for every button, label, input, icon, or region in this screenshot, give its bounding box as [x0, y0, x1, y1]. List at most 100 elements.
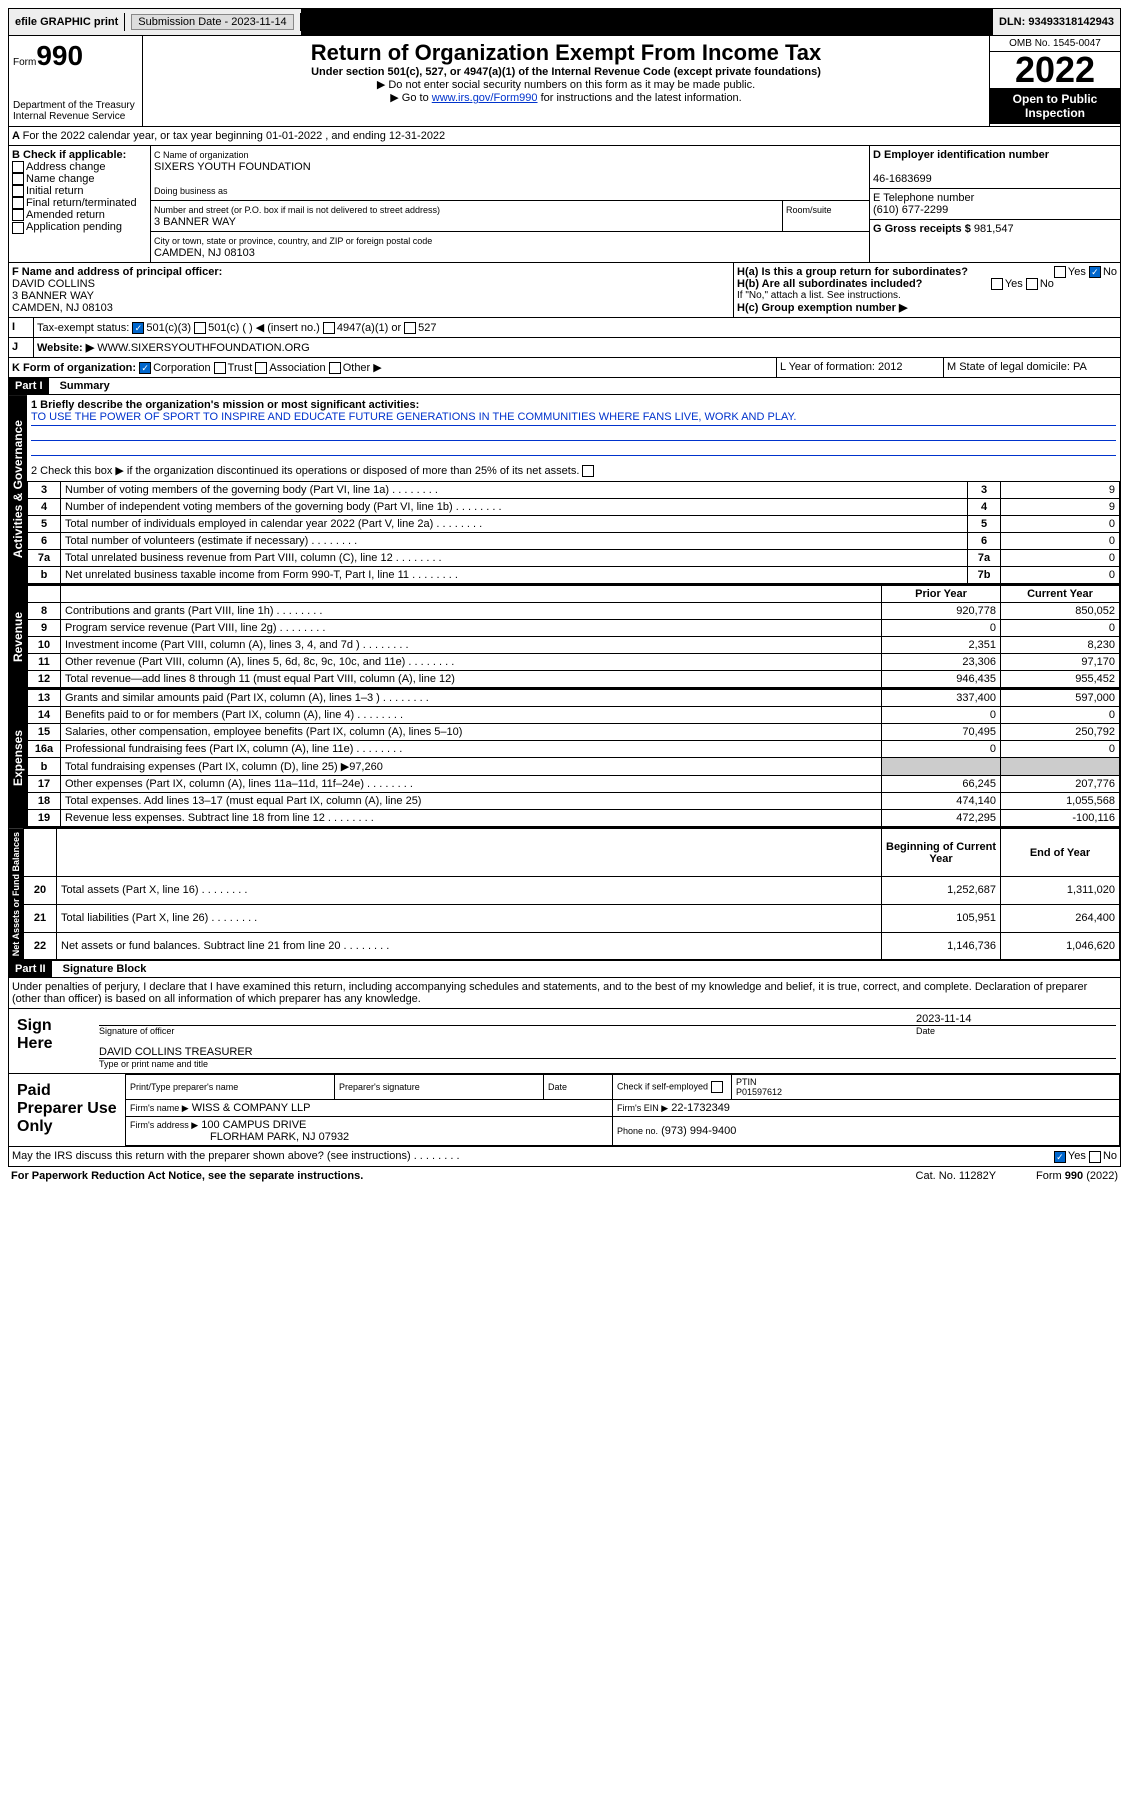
calendar-text: For the 2022 calendar year, or tax year …: [23, 130, 446, 142]
cat-no: Cat. No. 11282Y: [916, 1170, 997, 1182]
chk-corporation[interactable]: [139, 362, 151, 374]
org-name: SIXERS YOUTH FOUNDATION: [154, 161, 311, 173]
hb-note: If "No," attach a list. See instructions…: [737, 290, 1117, 301]
g-label: G Gross receipts $: [873, 223, 971, 235]
street-label: Number and street (or P.O. box if mail i…: [154, 205, 440, 215]
officer-name: DAVID COLLINS TREASURER: [99, 1046, 1116, 1059]
form-note1: ▶ Do not enter social security numbers o…: [147, 78, 985, 91]
chk-irs-no[interactable]: [1089, 1151, 1101, 1163]
footer-row: For Paperwork Reduction Act Notice, see …: [8, 1167, 1121, 1185]
org-form-row: K Form of organization: Corporation Trus…: [8, 358, 1121, 378]
irs-discuss-text: May the IRS discuss this return with the…: [12, 1150, 460, 1162]
website-value: WWW.SIXERSYOUTHFOUNDATION.ORG: [97, 342, 309, 354]
chk-association[interactable]: [255, 362, 267, 374]
tax-exempt-row: I Tax-exempt status: 501(c)(3) 501(c) ( …: [8, 318, 1121, 338]
form-note2: ▶ Go to www.irs.gov/Form990 for instruct…: [147, 91, 985, 104]
street-value: 3 BANNER WAY: [154, 216, 236, 228]
chk-application-pending[interactable]: [12, 222, 24, 234]
i-label: Tax-exempt status:: [37, 322, 129, 334]
chk-hb-no[interactable]: [1026, 278, 1038, 290]
netassets-table: Beginning of Current YearEnd of Year 20T…: [23, 828, 1120, 960]
header-right: OMB No. 1545-0047 2022 Open to Public In…: [989, 36, 1120, 126]
mission-text: TO USE THE POWER OF SPORT TO INSPIRE AND…: [31, 411, 1116, 426]
chk-discontinued[interactable]: [582, 465, 594, 477]
chk-name-change[interactable]: [12, 173, 24, 185]
part-i-label: Part I: [9, 378, 49, 394]
form-footer: Form 990 (2022): [1036, 1170, 1118, 1182]
hc-label: H(c) Group exemption number ▶: [737, 302, 907, 314]
submission-date-button[interactable]: Submission Date - 2023-11-14: [131, 14, 293, 30]
part-ii-label: Part II: [9, 961, 52, 977]
f-label: F Name and address of principal officer:: [12, 266, 222, 278]
part-i-header: Part I Summary: [8, 378, 1121, 395]
chk-amended-return[interactable]: [12, 209, 24, 221]
chk-irs-yes[interactable]: [1054, 1151, 1066, 1163]
chk-initial-return[interactable]: [12, 185, 24, 197]
j-label: Website: ▶: [37, 342, 94, 354]
firm-phone: (973) 994-9400: [661, 1125, 736, 1137]
netassets-block: Net Assets or Fund Balances Beginning of…: [8, 828, 1121, 961]
k-label: K Form of organization:: [12, 362, 136, 374]
form-header: Form990 Department of the Treasury Inter…: [8, 36, 1121, 127]
part-ii-subtitle: Signature Block: [55, 963, 147, 975]
type-name-label: Type or print name and title: [99, 1059, 1116, 1069]
d-label: D Employer identification number: [873, 149, 1049, 161]
efile-label: efile GRAPHIC print: [9, 13, 125, 31]
chk-trust[interactable]: [214, 362, 226, 374]
preparer-table: Print/Type preparer's name Preparer's si…: [125, 1074, 1120, 1146]
sign-here-label: Sign Here: [9, 1009, 95, 1073]
gross-value: 981,547: [974, 223, 1014, 235]
form-title: Return of Organization Exempt From Incom…: [147, 40, 985, 66]
m-label: M State of legal domicile: PA: [944, 358, 1120, 377]
form-label-cell: Form990 Department of the Treasury Inter…: [9, 36, 143, 126]
identity-block: B Check if applicable: Address change Na…: [8, 146, 1121, 263]
chk-hb-yes[interactable]: [991, 278, 1003, 290]
hb-label: H(b) Are all subordinates included?: [737, 278, 922, 290]
chk-501c[interactable]: [194, 322, 206, 334]
c-label: C Name of organization: [154, 150, 249, 160]
line2-text: 2 Check this box ▶ if the organization d…: [31, 465, 579, 477]
form-word: Form: [13, 57, 36, 68]
firm-addr: 100 CAMPUS DRIVE: [201, 1119, 306, 1131]
part-ii-header: Part II Signature Block: [8, 961, 1121, 978]
header-center: Return of Organization Exempt From Incom…: [143, 36, 989, 126]
paid-preparer-label: Paid Preparer Use Only: [9, 1074, 125, 1146]
chk-ha-yes[interactable]: [1054, 266, 1066, 278]
section-expenses-label: Expenses: [9, 689, 27, 827]
topbar-spacer: [301, 9, 993, 35]
chk-ha-no[interactable]: [1089, 266, 1101, 278]
chk-final-return[interactable]: [12, 197, 24, 209]
paid-preparer-block: Paid Preparer Use Only Print/Type prepar…: [8, 1074, 1121, 1147]
dba-label: Doing business as: [154, 186, 228, 196]
paperwork-notice: For Paperwork Reduction Act Notice, see …: [11, 1170, 363, 1182]
sig-date: 2023-11-14: [916, 1013, 1116, 1026]
chk-4947[interactable]: [323, 322, 335, 334]
form-subtitle: Under section 501(c), 527, or 4947(a)(1)…: [147, 66, 985, 78]
row-calendar-year: A For the 2022 calendar year, or tax yea…: [8, 127, 1121, 146]
sig-officer-label: Signature of officer: [99, 1026, 916, 1036]
chk-501c3[interactable]: [132, 322, 144, 334]
chk-other[interactable]: [329, 362, 341, 374]
section-revenue-label: Revenue: [9, 585, 27, 688]
firm-name: WISS & COMPANY LLP: [192, 1102, 311, 1114]
part-i-subtitle: Summary: [52, 380, 110, 392]
chk-address-change[interactable]: [12, 161, 24, 173]
chk-self-employed[interactable]: [711, 1081, 723, 1093]
tax-year: 2022: [990, 52, 1120, 88]
section-governance-label: Activities & Governance: [9, 395, 27, 584]
firm-ein: 22-1732349: [671, 1102, 730, 1114]
dln-label: DLN: 93493318142943: [993, 13, 1120, 31]
irs-discuss-row: May the IRS discuss this return with the…: [8, 1147, 1121, 1166]
sign-here-block: Sign Here 2023-11-14 Signature of office…: [8, 1009, 1121, 1074]
section-netassets-label: Net Assets or Fund Balances: [9, 828, 23, 960]
phone-value: (610) 677-2299: [873, 204, 948, 216]
officer-value: DAVID COLLINS 3 BANNER WAY CAMDEN, NJ 08…: [12, 278, 113, 314]
expenses-table: 13Grants and similar amounts paid (Part …: [27, 689, 1120, 827]
part-i-body: Activities & Governance 1 Briefly descri…: [8, 395, 1121, 585]
irs-link[interactable]: www.irs.gov/Form990: [432, 92, 538, 104]
officer-group-block: F Name and address of principal officer:…: [8, 263, 1121, 318]
chk-527[interactable]: [404, 322, 416, 334]
declaration-text: Under penalties of perjury, I declare th…: [8, 978, 1121, 1009]
room-label: Room/suite: [786, 205, 832, 215]
governance-table: 3Number of voting members of the governi…: [27, 481, 1120, 584]
